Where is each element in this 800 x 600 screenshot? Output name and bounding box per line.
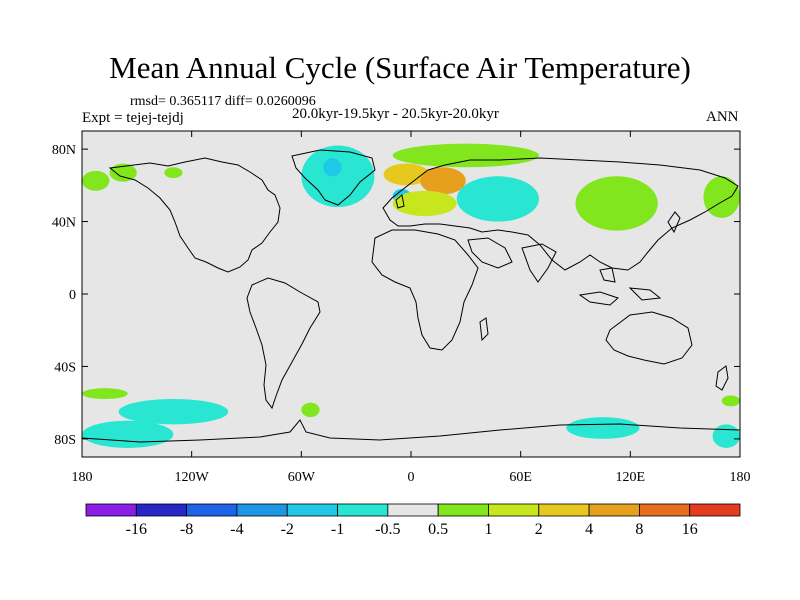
colorbar-label: 16 (682, 521, 698, 538)
colorbar-label: -1 (331, 521, 344, 538)
x-tick-label: 120E (616, 470, 646, 485)
coastline-layer (82, 149, 740, 443)
season-label: ANN (706, 109, 739, 125)
colorbar-label: -16 (126, 521, 147, 538)
colorbar-swatch (186, 503, 238, 517)
colorbar-label: -4 (230, 521, 243, 538)
axes-layer: 180 120W 60W 0 60E 120E 180 80N 40N 0 40S 80S (52, 131, 751, 485)
anomaly-region-13 (703, 176, 740, 218)
anomaly-region-8 (420, 167, 466, 195)
colorbar-label: -8 (180, 521, 193, 538)
coastline-north-america (108, 157, 281, 273)
y-tick-label: 40S (54, 360, 76, 375)
colorbar-label: 2 (535, 521, 543, 538)
anomaly-region-1 (109, 163, 137, 182)
coastline-madagascar (479, 317, 489, 342)
coastline-new-zealand (715, 365, 729, 391)
colorbar: -16 -8 -4 -2 -1 -0.5 0.5 1 2 4 8 16 (85, 503, 741, 538)
colorbar-label: -0.5 (375, 521, 400, 538)
coastline-se-asia (578, 267, 662, 306)
anomaly-region-0 (82, 170, 110, 191)
colorbar-swatch (387, 503, 439, 517)
colorbar-swatch (689, 503, 741, 517)
colorbar-label: 1 (484, 521, 492, 538)
chart-title: Mean Annual Cycle (Surface Air Temperatu… (109, 50, 691, 85)
anomaly-region-11 (456, 176, 539, 222)
coastline-australia (605, 311, 693, 365)
anomaly-region-4 (301, 145, 375, 208)
stats-text: rmsd= 0.365117 diff= 0.0260096 (130, 94, 316, 109)
colorbar-swatch (638, 503, 691, 517)
colorbar-label: 0.5 (428, 521, 448, 538)
colorbar-swatch (488, 503, 540, 517)
y-tick-label: 40N (52, 216, 76, 231)
x-tick-label: 180 (730, 470, 751, 485)
coastline-india (521, 243, 557, 283)
anomaly-region-20 (712, 424, 740, 448)
period-label: 20.0kyr-19.5kyr - 20.5kyr-20.0kyr (292, 106, 499, 122)
anomaly-region-18 (566, 417, 640, 439)
coastline-greenland (291, 149, 376, 206)
colorbar-swatch (85, 503, 137, 517)
x-tick-label: 120W (175, 470, 210, 485)
anomaly-region-12 (575, 176, 658, 231)
anomaly-region-16 (82, 420, 174, 448)
colorbar-swatch (437, 503, 489, 517)
colorbar-label: -2 (281, 521, 294, 538)
anomaly-region-3 (279, 159, 302, 175)
y-tick-label: 0 (69, 288, 76, 303)
anomaly-region-7 (383, 163, 430, 186)
y-tick-label: 80S (54, 433, 76, 448)
coastline-japan (667, 211, 681, 234)
y-tick-label: 80N (52, 143, 76, 158)
coastline-antarctica (82, 419, 740, 443)
anomaly-region-6 (392, 143, 539, 168)
coastline-africa (371, 229, 479, 351)
anomaly-region-14 (82, 388, 128, 400)
colorbar-label: 4 (585, 521, 593, 538)
anomaly-region-10 (392, 190, 457, 217)
colorbar-swatch (236, 503, 288, 517)
anomaly-region-5 (323, 158, 342, 177)
x-tick-label: 60E (509, 470, 532, 485)
colorbar-swatch (286, 503, 338, 517)
colorbar-swatch (135, 503, 188, 517)
anomaly-region-15 (118, 399, 229, 425)
anomaly-region-17 (301, 402, 320, 418)
colorbar-swatch (588, 503, 640, 517)
anomaly-region-2 (164, 167, 183, 179)
experiment-label: Expt = tejej-tejdj (82, 110, 184, 126)
x-tick-label: 60W (288, 470, 316, 485)
colorbar-swatch (337, 503, 389, 517)
colorbar-swatch (538, 503, 590, 517)
coastline-eurasia (382, 157, 739, 271)
anomaly-region-19 (721, 395, 740, 407)
colorbar-label: 8 (635, 521, 643, 538)
coastline-arabia (467, 237, 513, 269)
x-tick-label: 180 (72, 470, 93, 485)
coastline-uk (395, 194, 405, 209)
x-tick-label: 0 (408, 470, 415, 485)
coastline-south-america (246, 277, 321, 410)
